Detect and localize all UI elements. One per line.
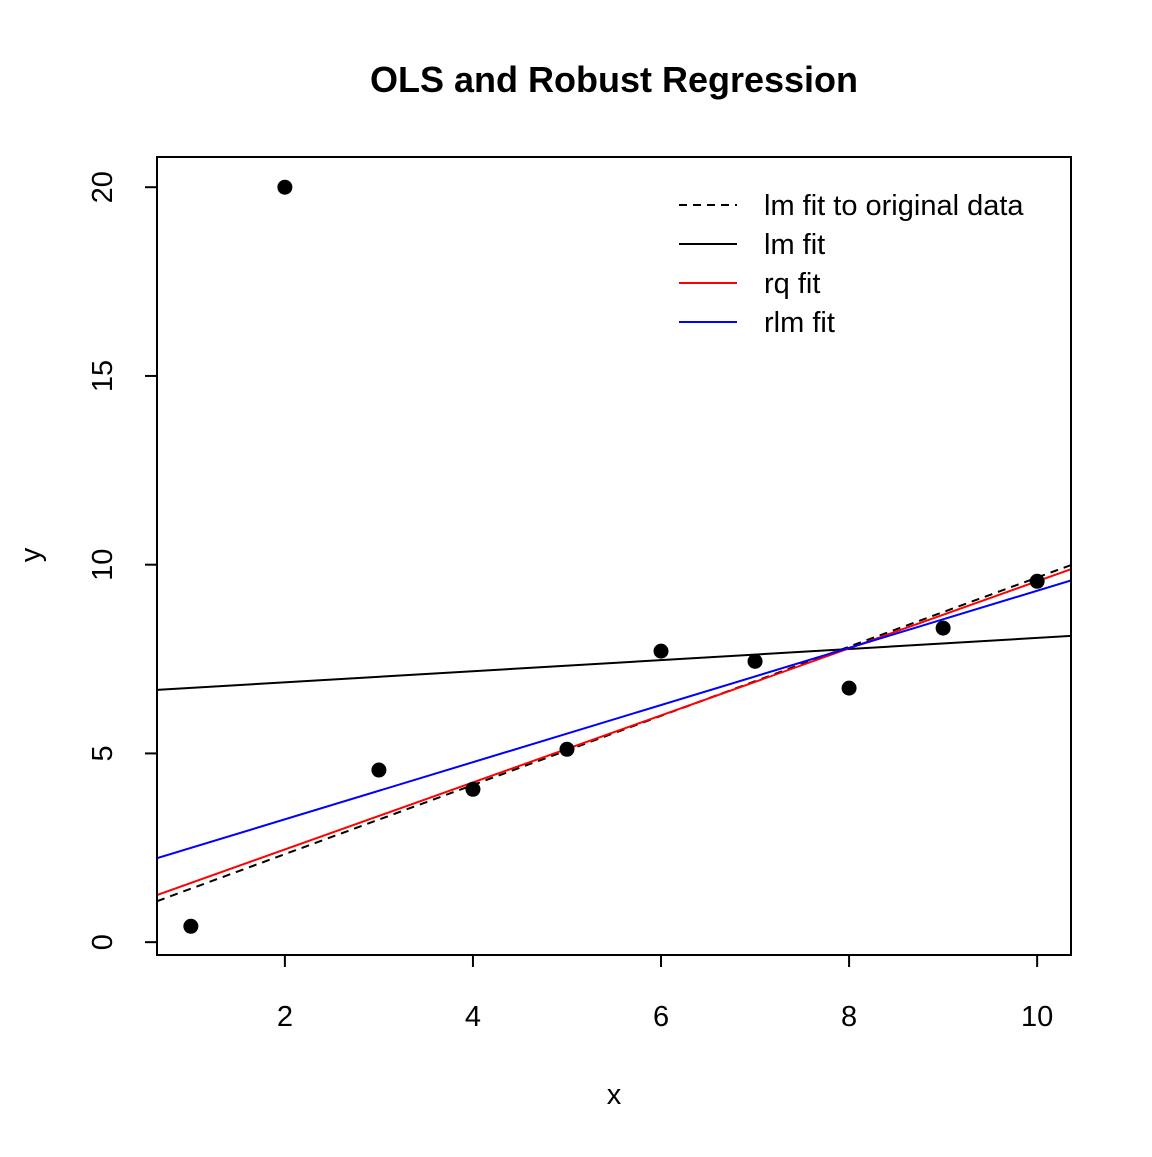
legend-label: rq fit — [764, 268, 820, 300]
y-tick-label: 15 — [87, 360, 119, 392]
data-point — [277, 179, 293, 195]
y-tick-label: 5 — [87, 745, 119, 761]
regression-line-2 — [157, 568, 1071, 896]
legend-label: lm fit to original data — [764, 190, 1024, 222]
x-tick-label: 8 — [841, 1001, 857, 1033]
y-axis-label: y — [15, 547, 47, 562]
x-tick-label: 6 — [653, 1001, 669, 1033]
x-tick-label: 10 — [1021, 1001, 1053, 1033]
data-point — [559, 741, 575, 757]
data-point — [371, 762, 387, 778]
chart-title: OLS and Robust Regression — [370, 59, 858, 100]
legend-label: rlm fit — [764, 307, 835, 339]
regression-line-1 — [157, 634, 1071, 691]
y-tick-label: 0 — [87, 934, 119, 950]
regression-line-3 — [157, 579, 1071, 860]
plot-frame — [156, 156, 1072, 956]
data-point — [1029, 573, 1045, 589]
data-point — [465, 781, 481, 797]
legend-label: lm fit — [764, 229, 825, 261]
data-point — [841, 680, 857, 696]
data-point — [183, 918, 199, 934]
data-point — [653, 643, 669, 659]
y-tick-label: 20 — [87, 171, 119, 203]
x-tick-label: 2 — [277, 1001, 293, 1033]
y-tick-label: 10 — [87, 549, 119, 581]
legend: lm fit to original data lm fit rq fit rlm f… — [679, 190, 1024, 339]
x-tick-label: 4 — [465, 1001, 481, 1033]
data-point — [935, 620, 951, 636]
x-axis-label: x — [607, 1079, 622, 1111]
data-point — [747, 653, 763, 669]
